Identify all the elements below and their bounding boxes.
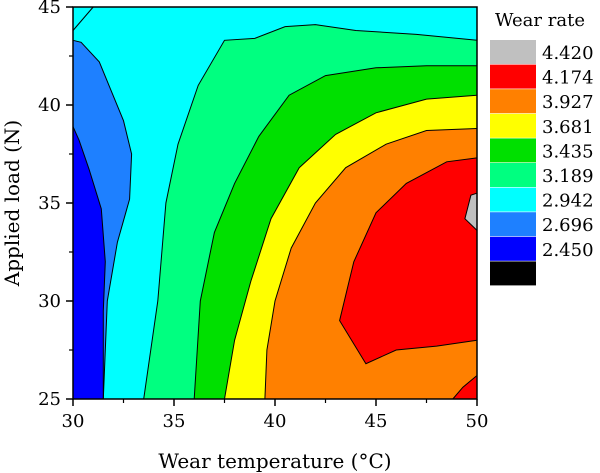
- legend-swatch: [490, 187, 536, 212]
- contour-line-5: [339, 157, 478, 365]
- contour-region-4-174: [452, 375, 477, 399]
- y-tick-label: 45: [38, 0, 61, 18]
- legend-swatch: [490, 64, 536, 89]
- legend-swatch: [490, 89, 536, 114]
- x-tick-label: 45: [365, 411, 388, 432]
- contour-region-2-450: [73, 126, 106, 399]
- contour-line-6: [464, 192, 478, 231]
- contour-boundaries: [72, 6, 478, 400]
- legend-swatch: [490, 138, 536, 163]
- y-axis-label: Applied load (N): [0, 120, 24, 287]
- legend-title: Wear rate: [495, 10, 585, 31]
- legend-label: 2.942: [542, 191, 594, 212]
- y-tick-label: 35: [38, 193, 61, 214]
- legend-label: 3.927: [542, 92, 594, 113]
- contour-line-2: [193, 65, 477, 400]
- legend-label: 3.681: [542, 117, 594, 138]
- legend-label: 2.450: [542, 240, 594, 261]
- legend-swatch: [490, 261, 536, 286]
- legend-label: 4.174: [542, 68, 594, 89]
- contour-line-8: [72, 39, 133, 400]
- contour-region-4-174: [339, 157, 477, 364]
- legend-swatch: [490, 212, 536, 237]
- x-tick-label: 35: [163, 411, 186, 432]
- legend-swatch: [490, 236, 536, 261]
- x-axis-label: Wear temperature (°C): [158, 449, 391, 473]
- legend: 4.420 4.174 3.927 3.681 3.435 3.189 2.942 2.696…: [490, 40, 594, 286]
- y-tick-label: 25: [38, 389, 61, 410]
- contour-line-7: [452, 375, 478, 400]
- x-axis-ticks: 30 35 40 45 50: [62, 399, 489, 432]
- contour-line-3: [224, 94, 478, 400]
- y-tick-label: 40: [38, 95, 61, 116]
- contour-line-9: [72, 126, 106, 399]
- legend-swatch: [490, 163, 536, 187]
- legend-label: 3.435: [542, 141, 594, 162]
- legend-label: 4.420: [542, 43, 594, 64]
- x-tick-label: 50: [466, 411, 489, 432]
- y-tick-label: 30: [38, 291, 61, 312]
- y-axis-ticks: 25 30 35 40 45: [38, 0, 73, 410]
- contour-regions: [73, 7, 477, 400]
- legend-swatch: [490, 113, 536, 138]
- legend-label: 2.696: [542, 215, 594, 236]
- legend-swatch: [490, 40, 536, 64]
- contour-line-1: [143, 24, 478, 400]
- x-tick-label: 40: [264, 411, 287, 432]
- x-tick-label: 30: [62, 411, 85, 432]
- contour-line-10: [72, 6, 94, 31]
- contour-line-4: [264, 128, 478, 400]
- legend-label: 3.189: [542, 166, 594, 187]
